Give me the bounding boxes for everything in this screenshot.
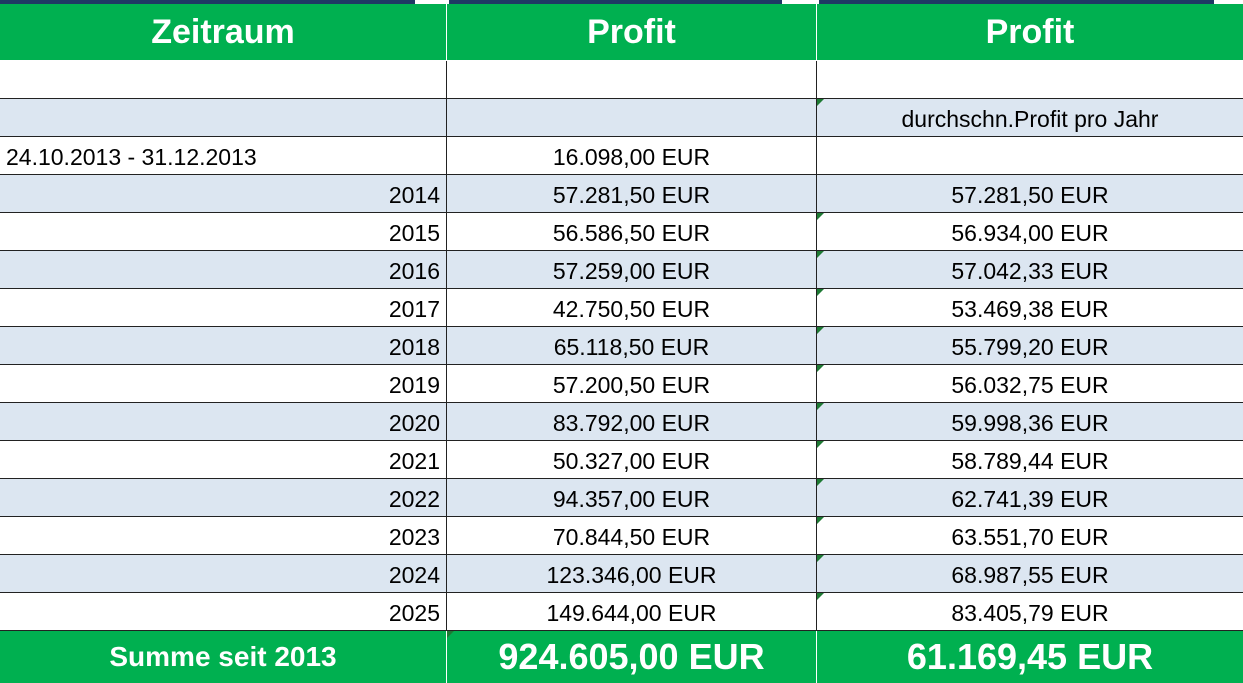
- body-cell: [447, 61, 817, 99]
- body-cell: 83.405,79 EUR: [817, 593, 1243, 631]
- header-cell: Zeitraum: [0, 4, 447, 61]
- body-cell: 57.042,33 EUR: [817, 251, 1243, 289]
- body-cell: 83.792,00 EUR: [447, 403, 817, 441]
- body-cell: 123.346,00 EUR: [447, 555, 817, 593]
- body-cell: 57.200,50 EUR: [447, 365, 817, 403]
- body-cell: 24.10.2013 - 31.12.2013: [0, 137, 447, 175]
- body-cell: 68.987,55 EUR: [817, 555, 1243, 593]
- body-cell: 2015: [0, 213, 447, 251]
- body-cell: [0, 99, 447, 137]
- footer-cell: Summe seit 2013: [0, 631, 447, 683]
- body-cell: 2021: [0, 441, 447, 479]
- table-row: 2025 149.644,00 EUR 83.405,79 EUR: [0, 593, 1243, 631]
- body-cell: 63.551,70 EUR: [817, 517, 1243, 555]
- header-cell: Profit: [447, 4, 817, 61]
- body-cell: 65.118,50 EUR: [447, 327, 817, 365]
- body-cell: 53.469,38 EUR: [817, 289, 1243, 327]
- table-row: durchschn.Profit pro Jahr: [0, 99, 1243, 137]
- body-cell: 59.998,36 EUR: [817, 403, 1243, 441]
- table-row: 24.10.2013 - 31.12.2013 16.098,00 EUR: [0, 137, 1243, 175]
- body-cell: 58.789,44 EUR: [817, 441, 1243, 479]
- body-cell: 16.098,00 EUR: [447, 137, 817, 175]
- header-cell: Profit: [817, 4, 1243, 61]
- table-row: 2023 70.844,50 EUR 63.551,70 EUR: [0, 517, 1243, 555]
- table-row: [0, 61, 1243, 99]
- body-cell: [817, 61, 1243, 99]
- body-cell: 2017: [0, 289, 447, 327]
- body-cell: [817, 137, 1243, 175]
- body-cell: 70.844,50 EUR: [447, 517, 817, 555]
- table-row: Summe seit 2013 924.605,00 EUR 61.169,45 E…: [0, 631, 1243, 683]
- body-cell: 94.357,00 EUR: [447, 479, 817, 517]
- body-cell: 57.259,00 EUR: [447, 251, 817, 289]
- table-row: 2019 57.200,50 EUR 56.032,75 EUR: [0, 365, 1243, 403]
- footer-cell: 61.169,45 EUR: [817, 631, 1243, 683]
- table-row: 2021 50.327,00 EUR 58.789,44 EUR: [0, 441, 1243, 479]
- body-cell: 42.750,50 EUR: [447, 289, 817, 327]
- body-cell: 55.799,20 EUR: [817, 327, 1243, 365]
- body-cell: 149.644,00 EUR: [447, 593, 817, 631]
- table-row: 2018 65.118,50 EUR 55.799,20 EUR: [0, 327, 1243, 365]
- body-cell: durchschn.Profit pro Jahr: [817, 99, 1243, 137]
- body-cell: 2023: [0, 517, 447, 555]
- body-cell: 2018: [0, 327, 447, 365]
- table-row: 2020 83.792,00 EUR 59.998,36 EUR: [0, 403, 1243, 441]
- table-row: 2015 56.586,50 EUR 56.934,00 EUR: [0, 213, 1243, 251]
- body-cell: 56.032,75 EUR: [817, 365, 1243, 403]
- top-bar: [0, 0, 415, 4]
- body-cell: 2016: [0, 251, 447, 289]
- body-cell: 2014: [0, 175, 447, 213]
- body-cell: 2019: [0, 365, 447, 403]
- body-cell: [0, 61, 447, 99]
- table-row: Zeitraum Profit Profit: [0, 4, 1243, 61]
- body-cell: 62.741,39 EUR: [817, 479, 1243, 517]
- body-cell: 56.934,00 EUR: [817, 213, 1243, 251]
- top-bar: [819, 0, 1214, 4]
- body-cell: 50.327,00 EUR: [447, 441, 817, 479]
- body-cell: 2020: [0, 403, 447, 441]
- table-row: 2022 94.357,00 EUR 62.741,39 EUR: [0, 479, 1243, 517]
- body-cell: 2024: [0, 555, 447, 593]
- body-cell: 56.586,50 EUR: [447, 213, 817, 251]
- table-row: 2017 42.750,50 EUR 53.469,38 EUR: [0, 289, 1243, 327]
- body-cell: 57.281,50 EUR: [817, 175, 1243, 213]
- top-bar: [449, 0, 782, 4]
- footer-cell: 924.605,00 EUR: [447, 631, 817, 683]
- body-cell: 57.281,50 EUR: [447, 175, 817, 213]
- table-row: 2014 57.281,50 EUR 57.281,50 EUR: [0, 175, 1243, 213]
- table-row: 2024 123.346,00 EUR 68.987,55 EUR: [0, 555, 1243, 593]
- table-row: 2016 57.259,00 EUR 57.042,33 EUR: [0, 251, 1243, 289]
- body-cell: 2025: [0, 593, 447, 631]
- body-cell: [447, 99, 817, 137]
- body-cell: 2022: [0, 479, 447, 517]
